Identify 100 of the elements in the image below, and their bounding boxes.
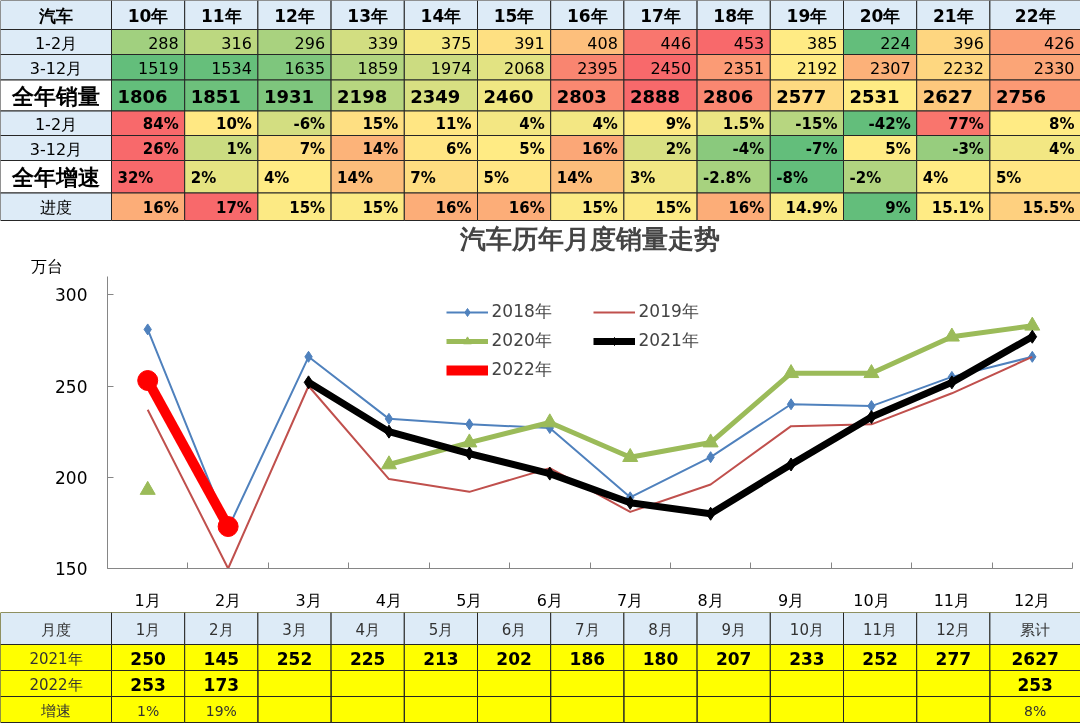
legend-label: 2020年 <box>491 329 553 352</box>
x-tick-label: 3月 <box>282 620 307 639</box>
data-label: 15.5% <box>1022 198 1075 217</box>
data-label: 250 <box>130 649 167 669</box>
x-tick-label: 13年 <box>347 6 389 26</box>
data-label: 2351 <box>723 59 765 79</box>
x-tick-label: 1月 <box>135 620 161 639</box>
y-tick-label: 150 <box>55 559 88 579</box>
data-label: 2450 <box>650 59 692 79</box>
data-label: 202 <box>496 649 532 669</box>
data-label: -15% <box>795 115 838 134</box>
data-label: 2198 <box>337 86 388 107</box>
data-label: 16% <box>728 198 765 217</box>
data-label: 9% <box>665 115 692 134</box>
y-tick-label: 全年销量 <box>11 84 100 109</box>
data-label: 4% <box>592 115 618 134</box>
data-label: 2349 <box>410 86 461 107</box>
data-label: 2% <box>190 168 217 187</box>
x-tick-label: 2月 <box>215 590 242 610</box>
data-label: 11% <box>435 115 472 134</box>
data-label: 5% <box>995 168 1022 187</box>
data-label: 225 <box>349 649 386 669</box>
x-tick-label: 14年 <box>420 6 462 26</box>
data-label: 1.5% <box>722 115 765 134</box>
data-label: 186 <box>569 649 606 669</box>
data-label: 252 <box>862 649 898 669</box>
data-label: 1519 <box>137 59 179 79</box>
y-tick-label: 2021年 <box>29 649 83 668</box>
x-tick-label: 6月 <box>536 590 563 610</box>
data-label: 15% <box>362 198 399 217</box>
data-label: 4% <box>1049 140 1075 158</box>
data-label: 9% <box>885 198 911 217</box>
data-label: 252 <box>276 649 313 669</box>
legend-label: 2021年 <box>638 329 700 352</box>
data-label: 288 <box>148 34 179 53</box>
data-label: 4% <box>519 115 545 134</box>
data-label: -6% <box>293 115 326 134</box>
x-tick-label: 5月 <box>456 590 483 610</box>
data-label: 15.1% <box>931 198 984 217</box>
data-label: 10% <box>216 115 252 134</box>
data-label: 15% <box>289 198 326 217</box>
data-label: 2577 <box>776 86 827 107</box>
data-label: 19% <box>205 702 237 719</box>
data-label: 26% <box>142 140 179 158</box>
data-label: -7% <box>805 140 838 158</box>
data-label: 32% <box>117 168 154 187</box>
y-tick-label: 200 <box>55 467 88 488</box>
x-tick-label: 8月 <box>648 620 673 639</box>
y-tick-label: 进度 <box>40 198 72 218</box>
x-tick-label: 4月 <box>375 590 403 610</box>
x-tick-label: 1月 <box>134 590 161 610</box>
data-label: 1974 <box>430 59 472 79</box>
x-tick-label: 20年 <box>859 6 901 26</box>
data-label: 296 <box>294 34 326 53</box>
data-label: 375 <box>440 34 472 53</box>
data-label: 213 <box>423 649 459 669</box>
data-label: 14.9% <box>785 198 838 217</box>
data-label: 8% <box>1024 702 1047 719</box>
x-tick-label: 4月 <box>355 620 380 639</box>
data-label: 426 <box>1043 34 1075 53</box>
data-label: 4% <box>922 168 949 187</box>
x-tick-label: 9月 <box>721 620 746 639</box>
data-label: 7% <box>410 168 436 187</box>
data-label: 1931 <box>263 86 315 107</box>
data-label: 1% <box>226 140 252 158</box>
y-tick-label: 3-12月 <box>29 58 83 78</box>
x-tick-label: 11年 <box>200 6 242 26</box>
data-label: 77% <box>948 115 984 134</box>
data-label: 2330 <box>1033 59 1075 79</box>
data-label: 339 <box>367 34 399 53</box>
data-label: 224 <box>880 34 911 53</box>
data-label: 2806 <box>703 86 754 107</box>
chart-title: 汽车 <box>38 6 73 26</box>
y-tick-label: 300 <box>55 285 88 306</box>
data-label: 253 <box>130 675 166 695</box>
data-label: 16% <box>435 198 472 217</box>
data-label: 15% <box>582 198 618 217</box>
x-tick-label: 累计 <box>1020 620 1051 639</box>
data-label: 16% <box>142 198 179 217</box>
data-label: 6% <box>446 140 472 158</box>
y-tick-label: 3-12月 <box>29 139 83 159</box>
data-label: 17% <box>216 198 252 217</box>
data-label: 2627 <box>922 86 973 107</box>
data-label: 2068 <box>503 59 545 79</box>
x-tick-label: 18年 <box>713 6 755 26</box>
data-label: 391 <box>514 34 545 53</box>
x-tick-label: 6月 <box>501 620 527 639</box>
data-label: 1635 <box>284 59 326 79</box>
data-label: 7% <box>299 140 326 158</box>
y-tick-label: 1-2月 <box>34 114 78 134</box>
data-label: 84% <box>142 115 179 134</box>
x-tick-label: 3月 <box>295 590 322 610</box>
data-label: 2756 <box>995 86 1047 107</box>
data-label: 8% <box>1049 115 1075 134</box>
x-tick-label: 10月 <box>789 620 824 639</box>
x-tick-label: 21年 <box>932 6 974 26</box>
data-label: 3% <box>629 168 656 187</box>
chart-title: 月度 <box>41 620 71 639</box>
x-tick-label: 2月 <box>209 620 234 639</box>
x-tick-label: 10月 <box>853 590 890 610</box>
